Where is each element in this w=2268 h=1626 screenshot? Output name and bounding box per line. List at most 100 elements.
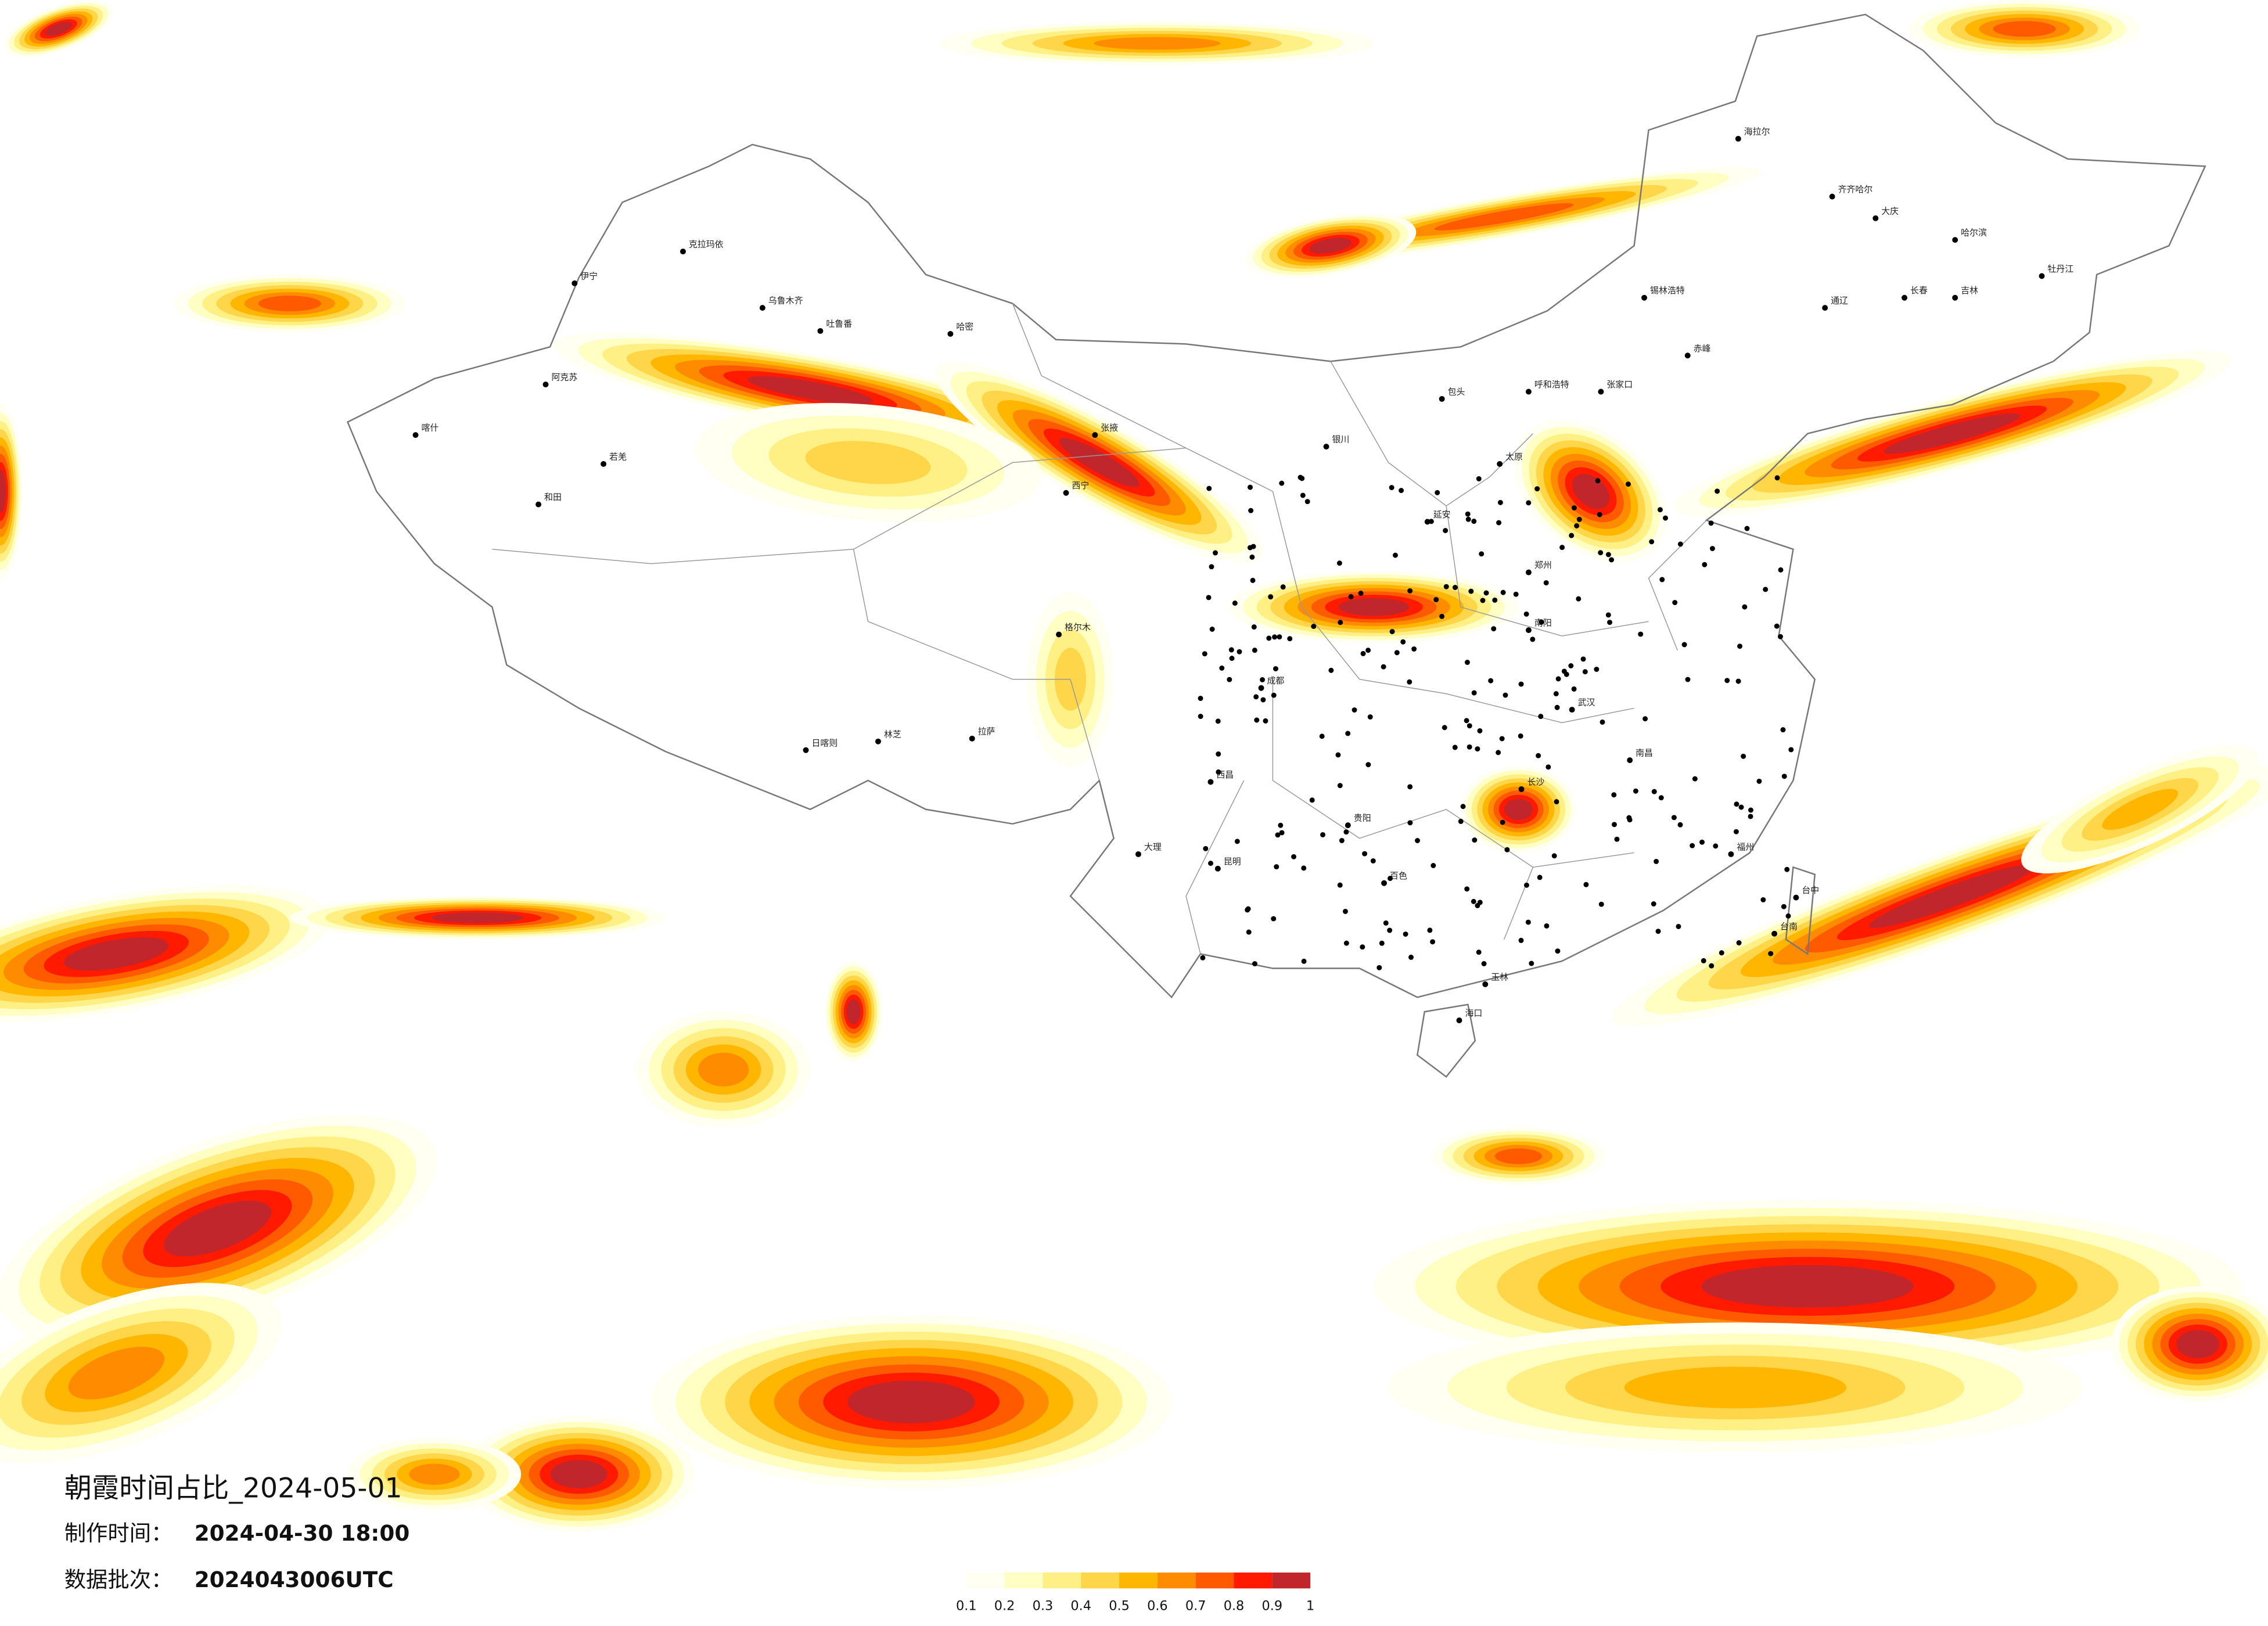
legend: 0.1 0.2 0.3 0.4 0.5 0.6 0.7 0.8 0.9 1 <box>956 1572 1314 1614</box>
station-dot <box>1206 485 1212 491</box>
heat-area <box>258 296 322 312</box>
station-dot <box>1272 634 1278 640</box>
station-dot <box>1268 594 1274 600</box>
station-dot <box>1476 949 1482 955</box>
city-label: 乌鲁木齐 <box>768 296 803 306</box>
station-dot <box>1780 727 1786 733</box>
city-label: 长春 <box>1910 285 1928 296</box>
city-dot <box>1439 395 1445 402</box>
city-label: 长沙 <box>1527 776 1544 787</box>
station-dot <box>1381 664 1386 670</box>
city-label: 伊宁 <box>580 271 598 281</box>
station-dot <box>1499 736 1505 742</box>
station-dot <box>1392 552 1398 558</box>
city-label: 武汉 <box>1578 697 1595 708</box>
station-dot <box>1443 584 1449 589</box>
station-dot <box>1569 533 1575 538</box>
station-dot <box>1335 752 1341 758</box>
city-label: 成都 <box>1267 675 1284 686</box>
station-dot <box>1554 799 1559 805</box>
station-dot <box>1677 541 1683 547</box>
city-label: 张家口 <box>1606 379 1633 390</box>
station-dot <box>1476 476 1482 481</box>
city-dot <box>412 432 419 438</box>
heat-area <box>1094 37 1221 50</box>
station-dot <box>1741 753 1746 759</box>
station-dot <box>1301 958 1307 964</box>
station-dot <box>1671 815 1677 821</box>
station-dot <box>1250 577 1256 583</box>
heat-area <box>1701 1265 1914 1308</box>
station-dot <box>1247 545 1253 551</box>
station-dot <box>1638 631 1644 637</box>
station-dot <box>1471 690 1477 696</box>
station-dot <box>1488 678 1494 684</box>
station-dot <box>1207 861 1213 866</box>
heat-area <box>1572 474 1610 509</box>
station-dot <box>1781 774 1787 779</box>
station-dot <box>1345 731 1351 736</box>
city-label: 阿克苏 <box>551 372 577 383</box>
city-label: 克拉玛依 <box>689 239 724 250</box>
station-dot <box>1273 666 1278 672</box>
station-dot <box>1251 624 1257 630</box>
station-dot <box>1529 961 1534 966</box>
heat-area <box>805 441 931 484</box>
station-dot <box>1518 681 1524 687</box>
station-dot <box>1614 836 1620 842</box>
station-dot <box>1612 822 1617 828</box>
station-dot <box>1365 762 1371 768</box>
station-dot <box>1472 837 1478 843</box>
city-label: 齐齐哈尔 <box>1838 184 1873 195</box>
heat-area <box>1338 598 1410 616</box>
city-label: 吉林 <box>1961 285 1978 296</box>
station-dot <box>1504 847 1510 852</box>
station-dot <box>1336 560 1342 566</box>
heat-area <box>1495 1148 1543 1164</box>
station-dot <box>1574 523 1580 528</box>
station-dot <box>1452 744 1458 750</box>
city-label: 银川 <box>1332 434 1349 445</box>
station-dot <box>1701 958 1706 963</box>
station-dot <box>1513 591 1519 597</box>
station-dot <box>1260 677 1266 682</box>
station-dot <box>1452 585 1458 591</box>
city-label: 喀什 <box>421 423 438 433</box>
city-dot <box>1641 294 1648 301</box>
city-label: 玉林 <box>1491 972 1508 982</box>
city-label: 福州 <box>1737 841 1754 852</box>
station-dot <box>1200 955 1206 961</box>
station-dot <box>1523 882 1529 888</box>
city-label: 呼和浩特 <box>1534 379 1569 390</box>
station-dot <box>1774 623 1780 629</box>
station-dot <box>1748 807 1753 813</box>
station-dot <box>1500 589 1506 595</box>
city-dot <box>1207 779 1214 785</box>
station-dot <box>1274 864 1279 870</box>
city-dot <box>1345 822 1351 829</box>
station-dot <box>1365 647 1371 653</box>
city-dot <box>1728 851 1734 857</box>
city-dot <box>572 280 578 286</box>
legend-swatch <box>1081 1572 1120 1589</box>
legend-tick-label: 0.6 <box>1147 1599 1168 1614</box>
station-dot <box>1543 580 1549 586</box>
station-dot <box>1605 612 1611 618</box>
station-dot <box>1228 647 1234 653</box>
station-dot <box>1291 854 1297 859</box>
station-dot <box>1253 694 1259 700</box>
station-dot <box>1663 515 1669 521</box>
legend-swatch <box>1119 1572 1158 1589</box>
station-dot <box>1252 961 1257 967</box>
city-label: 张掖 <box>1101 423 1118 433</box>
station-dot <box>1555 676 1561 682</box>
heat-area <box>2102 789 2179 830</box>
city-dot <box>1598 388 1604 395</box>
station-dot <box>1439 614 1445 619</box>
station-dot <box>1299 476 1305 481</box>
city-label: 昆明 <box>1224 856 1241 866</box>
station-dot <box>1672 600 1678 606</box>
city-dot <box>1092 432 1098 438</box>
station-dot <box>1748 814 1753 819</box>
